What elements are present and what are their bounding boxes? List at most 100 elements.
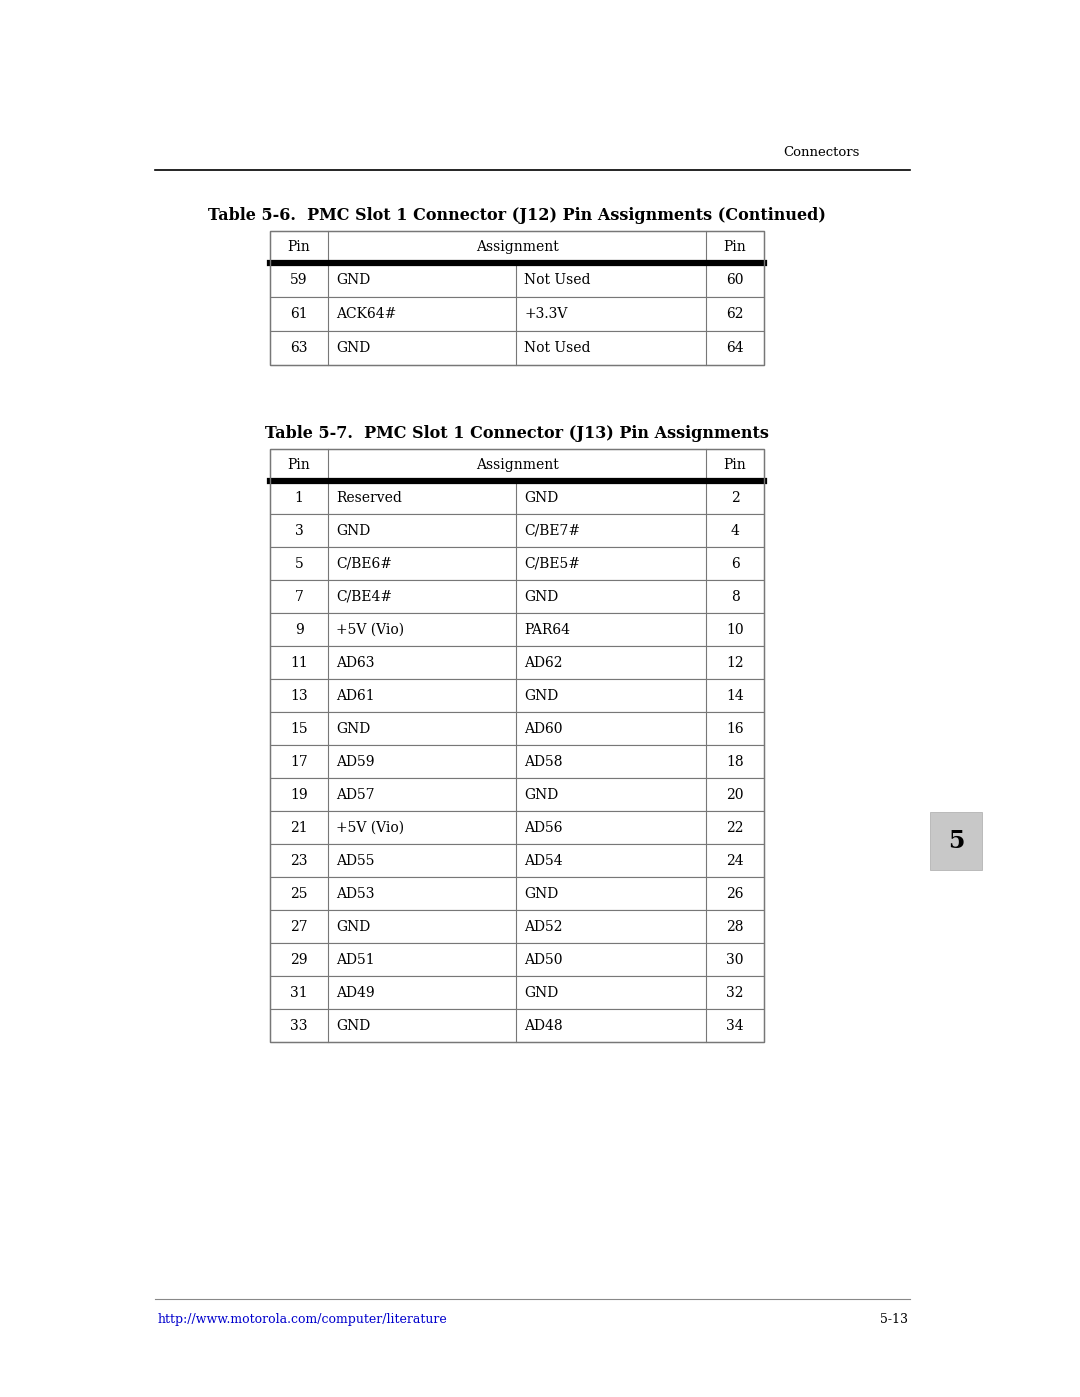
Bar: [270, 647, 764, 679]
Text: +5V (Vio): +5V (Vio): [336, 623, 404, 637]
Text: GND: GND: [336, 272, 370, 288]
Text: 11: 11: [291, 655, 308, 669]
Bar: [270, 450, 764, 481]
Bar: [270, 298, 764, 331]
Text: GND: GND: [336, 341, 370, 355]
Text: 22: 22: [726, 820, 744, 834]
Bar: [270, 613, 764, 647]
Text: Assignment: Assignment: [475, 458, 558, 472]
Text: AD62: AD62: [524, 655, 563, 669]
Bar: [270, 745, 764, 778]
Text: AD59: AD59: [336, 754, 375, 768]
Text: GND: GND: [336, 919, 370, 933]
Text: Not Used: Not Used: [524, 272, 591, 288]
Text: AD48: AD48: [524, 1018, 563, 1032]
Text: 30: 30: [726, 953, 744, 967]
Text: ACK64#: ACK64#: [336, 307, 396, 321]
Text: 33: 33: [291, 1018, 308, 1032]
Text: C/BE6#: C/BE6#: [336, 556, 392, 571]
Text: GND: GND: [524, 986, 558, 1000]
Text: 29: 29: [291, 953, 308, 967]
Text: 7: 7: [295, 590, 303, 604]
Text: 2: 2: [731, 490, 740, 504]
Text: Pin: Pin: [287, 458, 310, 472]
Text: 17: 17: [291, 754, 308, 768]
Text: 13: 13: [291, 689, 308, 703]
Text: AD61: AD61: [336, 689, 375, 703]
Bar: [270, 514, 764, 548]
Bar: [270, 977, 764, 1009]
Text: Table 5-6.  PMC Slot 1 Connector (J12) Pin Assignments (Continued): Table 5-6. PMC Slot 1 Connector (J12) Pi…: [208, 207, 826, 224]
Text: 20: 20: [726, 788, 744, 802]
Text: 5: 5: [948, 828, 964, 854]
Text: GND: GND: [524, 490, 558, 504]
Text: C/BE5#: C/BE5#: [524, 556, 580, 571]
Text: AD63: AD63: [336, 655, 375, 669]
Text: 63: 63: [291, 341, 308, 355]
Text: GND: GND: [524, 590, 558, 604]
Text: PAR64: PAR64: [524, 623, 570, 637]
Text: 5: 5: [295, 556, 303, 571]
Text: GND: GND: [336, 722, 370, 736]
Text: http://www.motorola.com/computer/literature: http://www.motorola.com/computer/literat…: [158, 1313, 448, 1326]
Text: 6: 6: [731, 556, 740, 571]
Text: 61: 61: [291, 307, 308, 321]
Text: +3.3V: +3.3V: [524, 307, 567, 321]
Text: 21: 21: [291, 820, 308, 834]
Text: 9: 9: [295, 623, 303, 637]
Bar: [270, 877, 764, 911]
Text: 32: 32: [726, 986, 744, 1000]
Bar: [270, 231, 764, 365]
Text: AD57: AD57: [336, 788, 375, 802]
Text: AD52: AD52: [524, 919, 563, 933]
Text: 16: 16: [726, 722, 744, 736]
Text: AD49: AD49: [336, 986, 375, 1000]
Text: 3: 3: [295, 524, 303, 538]
Bar: [270, 712, 764, 745]
Text: Pin: Pin: [724, 240, 746, 254]
Text: AD53: AD53: [336, 887, 375, 901]
Text: 18: 18: [726, 754, 744, 768]
Text: Assignment: Assignment: [475, 240, 558, 254]
Text: 8: 8: [731, 590, 740, 604]
Text: AD56: AD56: [524, 820, 563, 834]
Text: 5-13: 5-13: [880, 1313, 908, 1326]
Bar: [270, 844, 764, 877]
Text: 15: 15: [291, 722, 308, 736]
Text: Table 5-7.  PMC Slot 1 Connector (J13) Pin Assignments: Table 5-7. PMC Slot 1 Connector (J13) Pi…: [265, 425, 769, 441]
Text: 14: 14: [726, 689, 744, 703]
Text: AD58: AD58: [524, 754, 563, 768]
Text: 1: 1: [295, 490, 303, 504]
Text: 64: 64: [726, 341, 744, 355]
Text: Pin: Pin: [724, 458, 746, 472]
Bar: [930, 812, 982, 870]
Text: GND: GND: [524, 788, 558, 802]
Text: 27: 27: [291, 919, 308, 933]
Text: 23: 23: [291, 854, 308, 868]
Text: 34: 34: [726, 1018, 744, 1032]
Text: 26: 26: [726, 887, 744, 901]
Text: 60: 60: [726, 272, 744, 288]
Text: Pin: Pin: [287, 240, 310, 254]
Bar: [270, 450, 764, 1042]
Bar: [270, 481, 764, 514]
Text: AD50: AD50: [524, 953, 563, 967]
Text: 28: 28: [726, 919, 744, 933]
Text: 19: 19: [291, 788, 308, 802]
Bar: [270, 778, 764, 812]
Bar: [270, 1009, 764, 1042]
Text: C/BE4#: C/BE4#: [336, 590, 392, 604]
Bar: [270, 812, 764, 844]
Bar: [270, 263, 764, 298]
Text: GND: GND: [524, 689, 558, 703]
Text: 31: 31: [291, 986, 308, 1000]
Bar: [270, 548, 764, 580]
Text: GND: GND: [524, 887, 558, 901]
Text: Not Used: Not Used: [524, 341, 591, 355]
Bar: [270, 911, 764, 943]
Text: 59: 59: [291, 272, 308, 288]
Bar: [270, 679, 764, 712]
Text: C/BE7#: C/BE7#: [524, 524, 580, 538]
Text: Connectors: Connectors: [784, 145, 860, 158]
Text: GND: GND: [336, 524, 370, 538]
